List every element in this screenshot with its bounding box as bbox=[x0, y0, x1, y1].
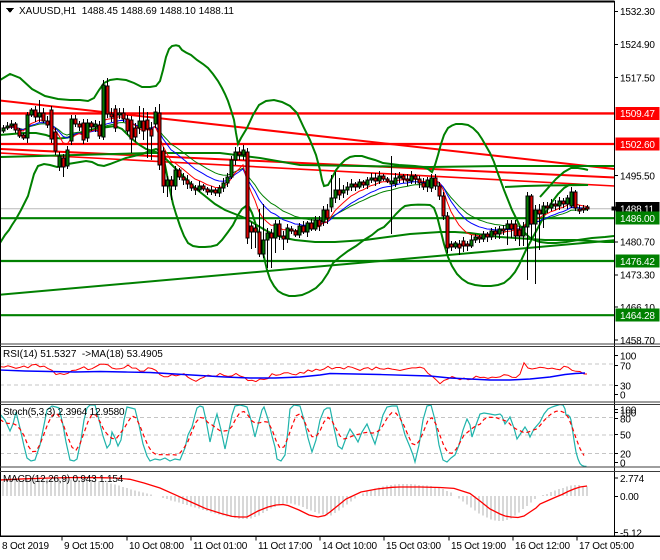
svg-text:16 Oct 12:00: 16 Oct 12:00 bbox=[515, 541, 570, 552]
svg-text:70: 70 bbox=[620, 361, 631, 372]
svg-text:15 Oct 03:00: 15 Oct 03:00 bbox=[386, 541, 441, 552]
svg-text:100: 100 bbox=[620, 351, 637, 362]
svg-text:11 Oct 01:00: 11 Oct 01:00 bbox=[193, 541, 248, 552]
svg-text:RSI(14) 51.5327 ->MA(18) 53.4: RSI(14) 51.5327 ->MA(18) 53.4905 bbox=[3, 349, 163, 360]
svg-text:30: 30 bbox=[620, 381, 631, 392]
svg-text:1532.30: 1532.30 bbox=[620, 7, 655, 18]
svg-text:-5.12: -5.12 bbox=[620, 528, 642, 539]
svg-text:1473.30: 1473.30 bbox=[620, 271, 655, 282]
svg-text:10 Oct 08:00: 10 Oct 08:00 bbox=[129, 541, 184, 552]
svg-text:14 Oct 10:00: 14 Oct 10:00 bbox=[322, 541, 377, 552]
svg-text:1488.11: 1488.11 bbox=[620, 205, 655, 216]
svg-text:MACD(12,26,9) 0.943 1.154: MACD(12,26,9) 0.943 1.154 bbox=[3, 474, 124, 485]
svg-text:Stoch(5,3,3) 2.3964 12.9580: Stoch(5,3,3) 2.3964 12.9580 bbox=[3, 407, 125, 418]
svg-text:XAUUSD,H1 1488.45 1488.69 148: XAUUSD,H1 1488.45 1488.69 1488.10 1488.1… bbox=[19, 6, 234, 17]
svg-text:1495.50: 1495.50 bbox=[620, 172, 655, 183]
svg-text:1502.60: 1502.60 bbox=[620, 140, 655, 151]
svg-text:2.774: 2.774 bbox=[620, 474, 645, 485]
svg-text:1476.42: 1476.42 bbox=[620, 257, 655, 268]
svg-text:0.00: 0.00 bbox=[620, 492, 639, 503]
svg-text:17 Oct 05:00: 17 Oct 05:00 bbox=[579, 541, 634, 552]
svg-text:80: 80 bbox=[620, 414, 631, 425]
svg-text:1517.50: 1517.50 bbox=[620, 73, 655, 84]
svg-text:1466.10: 1466.10 bbox=[620, 303, 655, 314]
svg-text:11 Oct 17:00: 11 Oct 17:00 bbox=[258, 541, 313, 552]
svg-text:100: 100 bbox=[620, 408, 637, 419]
svg-text:1458.70: 1458.70 bbox=[620, 336, 655, 347]
svg-text:0: 0 bbox=[620, 458, 626, 469]
svg-text:100: 100 bbox=[620, 405, 637, 416]
svg-text:0: 0 bbox=[620, 390, 626, 401]
svg-text:1524.90: 1524.90 bbox=[620, 40, 655, 51]
svg-text:20: 20 bbox=[620, 449, 631, 460]
svg-text:50: 50 bbox=[620, 430, 631, 441]
svg-text:1509.47: 1509.47 bbox=[620, 109, 655, 120]
svg-text:1486.00: 1486.00 bbox=[620, 214, 655, 225]
svg-text:1480.70: 1480.70 bbox=[620, 238, 655, 249]
svg-text:8 Oct 2019: 8 Oct 2019 bbox=[2, 541, 50, 552]
svg-text:15 Oct 19:00: 15 Oct 19:00 bbox=[451, 541, 506, 552]
svg-text:1464.28: 1464.28 bbox=[620, 311, 655, 322]
svg-text:9 Oct 15:00: 9 Oct 15:00 bbox=[64, 541, 114, 552]
